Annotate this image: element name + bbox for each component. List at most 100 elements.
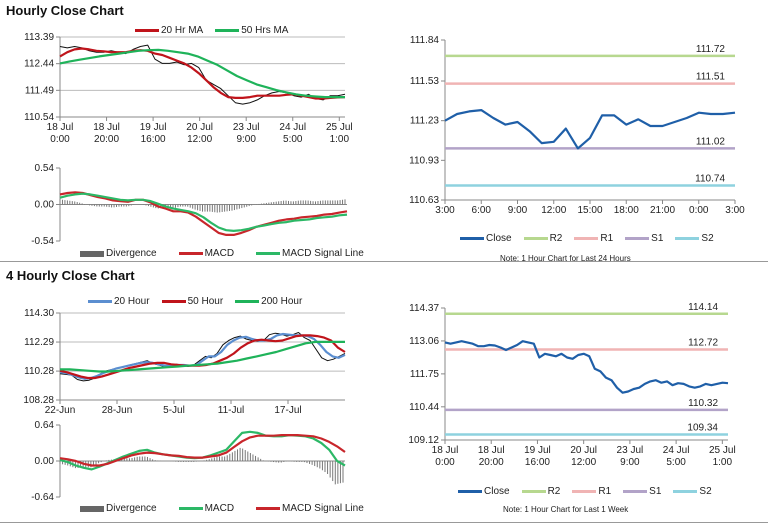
y-tick-label: 111.49 (25, 85, 55, 96)
legend-swatch (178, 252, 203, 255)
section-divider (0, 522, 768, 523)
y-tick-label: 111.23 (410, 116, 440, 127)
x-tick-label: 20 Jul (186, 122, 213, 133)
level-label-r1: 112.72 (688, 337, 718, 348)
legend-label: S1 (651, 233, 664, 244)
x-tick-label: 28-Jun (102, 405, 133, 416)
x-tick-label: 12:00 (187, 134, 212, 145)
legend-swatch (215, 29, 240, 32)
x-tick-label: 20:00 (479, 457, 504, 468)
x-tick-label: 5:00 (283, 134, 303, 145)
x-tick-label: 12:00 (541, 205, 566, 216)
x-tick-label: 18 Jul (47, 122, 74, 133)
legend-swatch (80, 505, 104, 512)
x-tick-label: 16:00 (525, 457, 550, 468)
y-tick-label: 0.00 (35, 200, 55, 211)
x-tick-label: 1:00 (713, 457, 733, 468)
legend-label: MACD (204, 248, 235, 259)
x-tick-label: 0:00 (50, 134, 70, 145)
x-tick-label: 15:00 (577, 205, 602, 216)
level-label-s2: 109.34 (687, 422, 718, 433)
level-label-s1: 111.02 (696, 136, 726, 147)
y-tick-label: 114.30 (24, 308, 54, 319)
x-tick-label: 24 Jul (279, 122, 306, 133)
x-tick-label: 25 Jul (709, 445, 736, 456)
legend-four-hourly-macd: Divergence MACD MACD Signal Line (80, 503, 364, 514)
y-tick-label: 0.54 (35, 163, 55, 174)
y-tick-label: 113.39 (24, 32, 54, 43)
y-tick-label: 112.44 (24, 59, 54, 70)
legend-weekly-pivots: Close R2 R1 S1 S2 (458, 486, 712, 497)
four-hourly-chart-title: 4 Hourly Close Chart (6, 268, 135, 283)
legend-label: 200 Hour (261, 296, 303, 307)
legend-label: 20 Hour (114, 296, 150, 307)
x-tick-label: 12:00 (571, 457, 596, 468)
y-tick-label: 0.64 (35, 420, 55, 431)
x-tick-label: 9:00 (236, 134, 256, 145)
level-label-r2: 114.14 (688, 302, 718, 313)
legend-label: Divergence (106, 503, 157, 514)
level-label-s2: 110.74 (695, 173, 725, 184)
series-line-200-hour (60, 340, 345, 373)
legend-swatch (523, 237, 548, 240)
level-label-r2: 111.72 (696, 44, 726, 55)
x-tick-label: 5-Jul (163, 405, 185, 416)
legend-swatch (88, 300, 112, 303)
legend-label: R1 (600, 233, 614, 244)
series-line-close (444, 340, 729, 394)
legend-swatch (178, 507, 203, 510)
y-tick-label: -0.54 (31, 236, 54, 247)
legend-label: Divergence (106, 248, 157, 259)
x-tick-label: 25 Jul (326, 122, 353, 133)
legend-swatch (521, 490, 546, 493)
note-24h: Note: 1 Hour Chart for Last 24 Hours (500, 254, 631, 263)
y-tick-label: 113.06 (409, 336, 439, 347)
legend-hourly-price: 20 Hr MA 50 Hrs MA (135, 25, 288, 36)
x-tick-label: 22-Jun (45, 405, 76, 416)
y-tick-label: 112.29 (24, 337, 54, 348)
legend-swatch (235, 300, 260, 303)
level-label-s1: 110.32 (688, 398, 718, 409)
y-tick-label: -0.64 (31, 492, 54, 503)
legend-label: MACD Signal Line (282, 503, 364, 514)
legend-label: Close (486, 233, 512, 244)
y-tick-label: 111.53 (410, 76, 440, 87)
x-tick-label: 23 Jul (233, 122, 260, 133)
four-hourly-macd-chart: 0.64 0.00 -0.64 (31, 420, 346, 503)
y-tick-label: 111.84 (410, 35, 440, 46)
x-tick-label: 20:00 (94, 134, 119, 145)
series-line-macd-signal-line (59, 192, 348, 232)
legend-swatch (256, 507, 281, 510)
legend-label: MACD Signal Line (282, 248, 364, 259)
legend-label: 50 Hrs MA (241, 25, 289, 36)
series-line-close (444, 108, 736, 150)
legend-swatch (625, 237, 650, 240)
y-tick-label: 108.28 (23, 395, 54, 406)
note-1w: Note: 1 Hour Chart for Last 1 Week (503, 505, 629, 514)
x-tick-label: 16:00 (141, 134, 166, 145)
x-tick-label: 24 Jul (663, 445, 690, 456)
y-tick-label: 114.37 (409, 303, 439, 314)
series-line-macd-signal-line (59, 434, 346, 467)
legend-label: S1 (649, 486, 662, 497)
legend-swatch (460, 237, 484, 240)
y-tick-label: 0.00 (35, 456, 55, 467)
hourly-chart-title: Hourly Close Chart (6, 3, 124, 18)
legend-label: 50 Hour (187, 296, 224, 307)
legend-label: S2 (699, 486, 712, 497)
x-tick-label: 0:00 (689, 205, 709, 216)
legend-swatch (623, 490, 648, 493)
y-tick-label: 111.75 (410, 369, 440, 380)
legend-swatch (572, 490, 597, 493)
legend-swatch (458, 490, 482, 493)
section-divider (0, 261, 768, 262)
x-tick-label: 9:00 (508, 205, 528, 216)
x-tick-label: 20 Jul (570, 445, 597, 456)
x-tick-label: 23 Jul (617, 445, 644, 456)
x-tick-label: 1:00 (330, 134, 350, 145)
x-tick-label: 19 Jul (524, 445, 551, 456)
legend-four-hourly-price: 20 Hour 50 Hour 200 Hour (88, 296, 302, 307)
